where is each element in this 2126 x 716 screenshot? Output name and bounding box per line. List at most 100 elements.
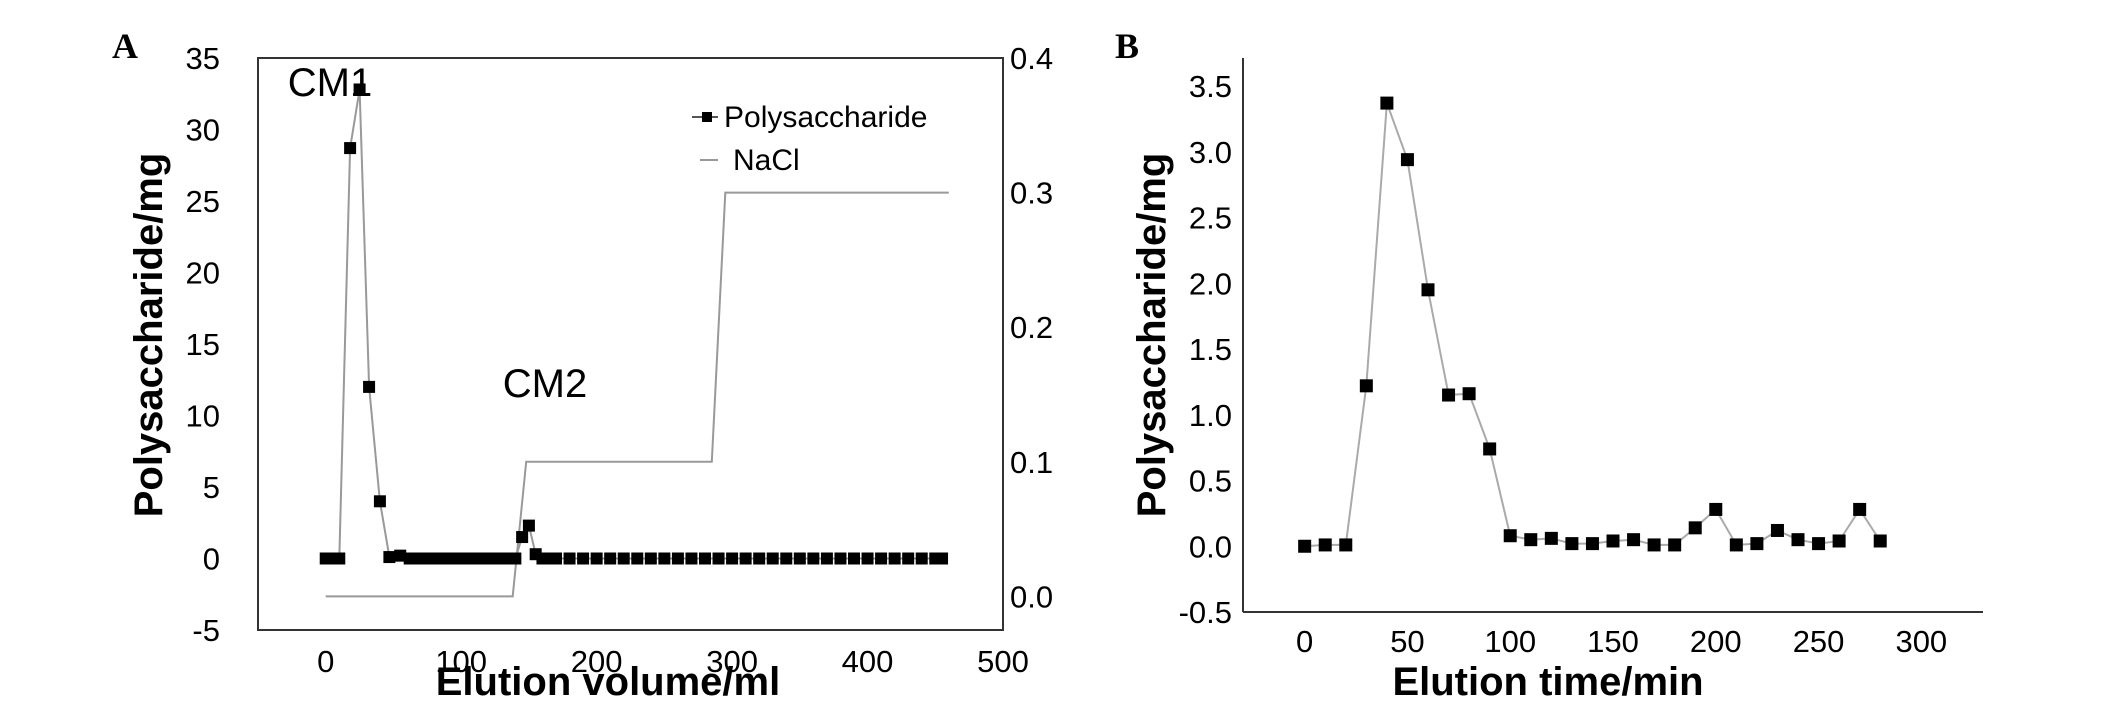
panel-b-y-tick-label: -0.5 [1179, 595, 1232, 630]
polysaccharide-point [902, 552, 915, 565]
panel-b-x-tick-label: 300 [1895, 624, 1947, 659]
panel-a-letter: A [112, 26, 138, 66]
polysaccharide-point [522, 519, 535, 532]
panel-b-y-tick-label: 0.0 [1189, 529, 1232, 564]
panel-b-x-tick-label: 200 [1690, 624, 1742, 659]
panel-a-chart: 0 100 200 300 400 500 -5 0 5 10 15 20 25 30 35 0.0 0.1 0.… [186, 41, 1054, 679]
polysaccharide-point [363, 380, 376, 393]
panel-b-data-point [1585, 537, 1599, 551]
panel-b-data-point [1483, 442, 1497, 456]
polysaccharide-series-line [325, 89, 942, 560]
polysaccharide-point [726, 552, 739, 565]
panel-b-x-tick-label: 150 [1587, 624, 1639, 659]
polysaccharide-point [353, 83, 366, 96]
panel-a-y2-tick-label: 0.2 [1010, 310, 1053, 345]
panel-a-y2-tick-label: 0.1 [1010, 445, 1053, 480]
panel-b-data-point [1380, 96, 1394, 110]
polysaccharide-point [373, 495, 386, 508]
panel-a-y-tick-label: 25 [186, 184, 220, 219]
polysaccharide-point [793, 552, 806, 565]
polysaccharide-point [766, 552, 779, 565]
panel-b-data-point [1544, 531, 1558, 545]
polysaccharide-point [644, 552, 657, 565]
polysaccharide-point [671, 552, 684, 565]
panel-a-x-tick-label: 0 [317, 644, 334, 679]
panel-b-data-point [1565, 537, 1579, 551]
panel-a-y-tick-label: 15 [186, 327, 220, 362]
panel-b-data-point [1853, 502, 1867, 516]
panel-b-y-tick-label: 3.5 [1189, 69, 1232, 104]
panel-b-data-point [1873, 534, 1887, 548]
panel-b-x-axis-title: Elution time/min [1392, 660, 1703, 704]
polysaccharide-point [617, 552, 630, 565]
polysaccharide-point [383, 551, 396, 564]
annotation-cm2: CM2 [503, 362, 587, 406]
polysaccharide-point [658, 552, 671, 565]
panel-a-y-tick-label: 20 [186, 256, 220, 291]
panel-b-y-axis-title: Polysaccharide/mg [1130, 153, 1174, 518]
panel-b-data-point [1318, 538, 1332, 552]
panel-a-x-tick-label: 400 [842, 644, 894, 679]
panel-a-y-tick-label: -5 [192, 613, 220, 648]
panel-b-x-tick-label: 50 [1390, 624, 1424, 659]
panel-a-plot-frame [257, 57, 1004, 631]
panel-a-x-axis-title: Elution volume/ml [436, 660, 780, 704]
panel-b-chart: 0 50 100 150 200 250 300 -0.5 0.0 0.5 1.0 1.5 2.0 2.5… [1179, 58, 1983, 659]
polysaccharide-point [563, 552, 576, 565]
polysaccharide-point [915, 552, 928, 565]
polysaccharide-point [820, 552, 833, 565]
nacl-step-line [325, 191, 949, 598]
polysaccharide-point [739, 552, 752, 565]
panel-b-data-point [1688, 521, 1702, 535]
panel-b-data-point [1298, 539, 1312, 553]
panel-b-y-tick-label: 1.0 [1189, 398, 1232, 433]
panel-b-data-point [1606, 534, 1620, 548]
polysaccharide-point [509, 552, 522, 565]
panel-b-data-point [1462, 387, 1476, 401]
panel-a-x-tick-label: 200 [571, 644, 623, 679]
panel-a-x-tick-label: 500 [977, 644, 1029, 679]
panel-b-data-point [1442, 388, 1456, 402]
legend-polysaccharide-label: Polysaccharide [724, 101, 927, 134]
panel-b-data-point [1729, 538, 1743, 552]
panel-b-y-tick-label: 3.0 [1189, 135, 1232, 170]
polysaccharide-point [631, 552, 644, 565]
polysaccharide-point [807, 552, 820, 565]
panel-b-data-point [1359, 379, 1373, 393]
panel-b-data-point [1647, 538, 1661, 552]
polysaccharide-point [403, 552, 416, 565]
panel-b-data-point [1421, 283, 1435, 297]
panel-a-y-tick-label: 10 [186, 399, 220, 434]
polysaccharide-point [550, 552, 562, 565]
panel-a-x-tick-label: 300 [706, 644, 758, 679]
polysaccharide-point [577, 552, 590, 565]
panel-b-data-point [1750, 537, 1764, 551]
panel-a-y-axis-title: Polysaccharide/mg [127, 153, 171, 518]
polysaccharide-point [753, 552, 766, 565]
panel-b-x-tick-label: 100 [1484, 624, 1536, 659]
panel-b-y-tick-label: 2.0 [1189, 266, 1232, 301]
panel-b-data-point [1503, 529, 1517, 543]
polysaccharide-point [604, 552, 617, 565]
polysaccharide-point [861, 552, 874, 565]
panel-b-letter: B [1115, 26, 1139, 66]
polysaccharide-point [344, 142, 357, 155]
panel-b-x-tick-label: 0 [1296, 624, 1313, 659]
panel-a-y2-tick-label: 0.0 [1010, 579, 1053, 614]
panel-a-y-tick-label: 5 [203, 470, 220, 505]
polysaccharide-point [333, 552, 346, 565]
panel-b-series-line [1304, 102, 1882, 548]
panel-b-data-point [1832, 534, 1846, 548]
legend-nacl-label: NaCl [733, 144, 800, 177]
panel-b-data-point [1770, 523, 1784, 537]
panel-a-legend: Polysaccharide NaCl [692, 101, 927, 177]
panel-b-data-point [1668, 538, 1682, 552]
polysaccharide-point [516, 531, 529, 544]
polysaccharide-point [590, 552, 603, 565]
panel-b-data-point [1812, 537, 1826, 551]
polysaccharide-point [712, 552, 725, 565]
legend-polysaccharide-marker [702, 112, 712, 122]
annotation-cm1: CM1 [288, 61, 372, 105]
panel-b-data-point [1400, 153, 1414, 167]
